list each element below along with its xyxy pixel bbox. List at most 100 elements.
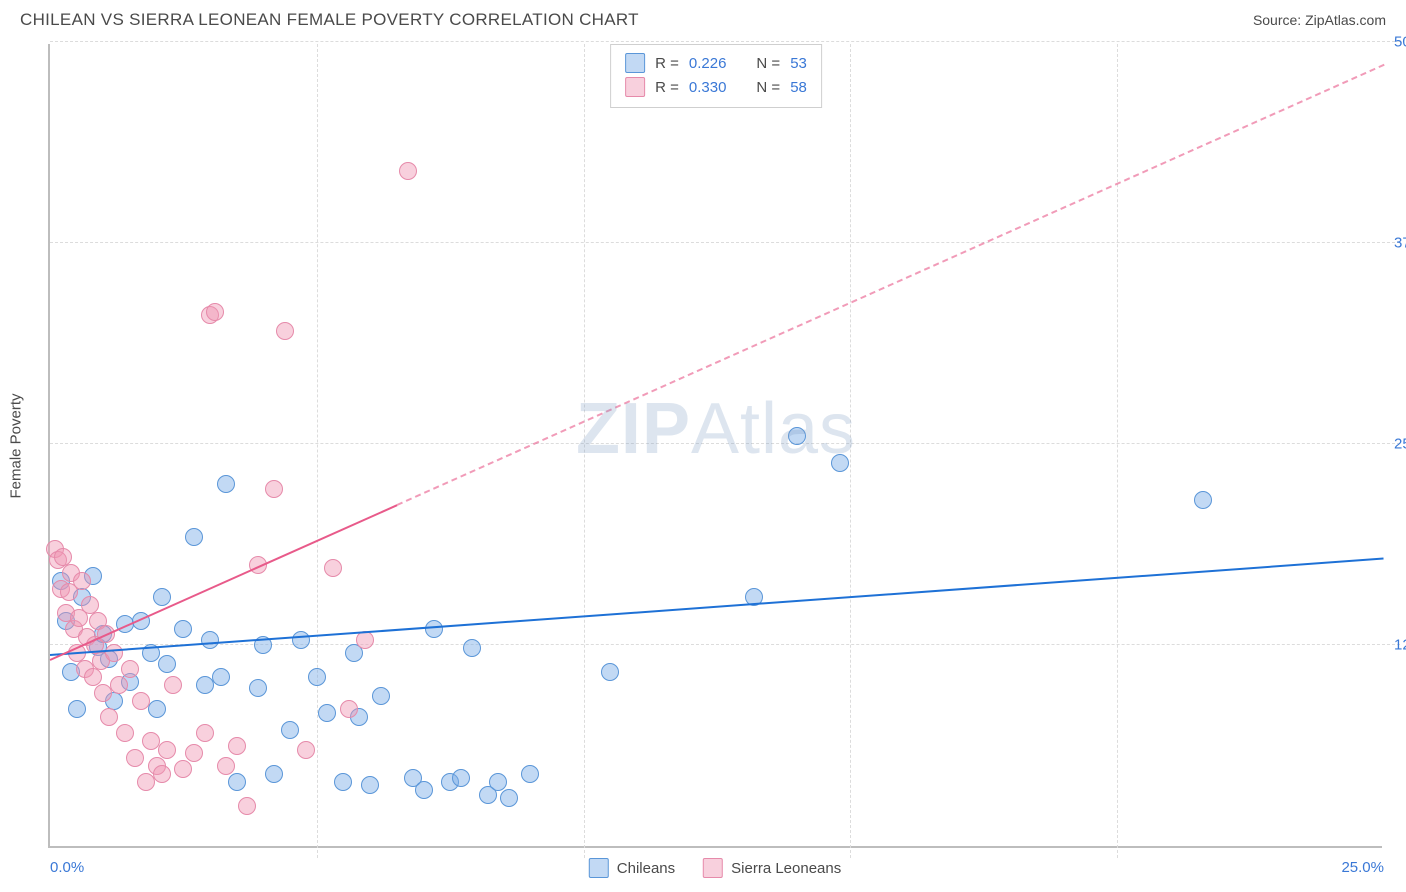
- legend-swatch: [589, 858, 609, 878]
- x-tick-label: 25.0%: [1341, 859, 1384, 876]
- stats-r-label: R =: [655, 79, 679, 96]
- chart-title: CHILEAN VS SIERRA LEONEAN FEMALE POVERTY…: [20, 10, 639, 30]
- stats-r-value: 0.330: [689, 79, 727, 96]
- y-tick-label: 50.0%: [1394, 34, 1406, 51]
- scatter-point: [372, 687, 390, 705]
- scatter-point: [73, 572, 91, 590]
- gridline-horizontal: [50, 644, 1400, 645]
- gridline-vertical: [317, 44, 318, 858]
- scatter-point: [201, 631, 219, 649]
- scatter-point: [238, 797, 256, 815]
- scatter-point: [308, 668, 326, 686]
- scatter-point: [265, 765, 283, 783]
- watermark-atlas: Atlas: [691, 389, 856, 469]
- y-tick-label: 25.0%: [1394, 436, 1406, 453]
- scatter-point: [164, 676, 182, 694]
- stats-swatch: [625, 77, 645, 97]
- trend-line: [50, 504, 398, 661]
- gridline-horizontal: [50, 443, 1400, 444]
- scatter-point: [399, 162, 417, 180]
- scatter-point: [1194, 491, 1212, 509]
- x-tick-label: 0.0%: [50, 859, 84, 876]
- scatter-point: [500, 789, 518, 807]
- scatter-point: [297, 741, 315, 759]
- legend-item: Sierra Leoneans: [703, 858, 841, 878]
- scatter-point: [425, 620, 443, 638]
- y-tick-label: 37.5%: [1394, 235, 1406, 252]
- scatter-point: [340, 700, 358, 718]
- stats-n-label: N =: [756, 79, 780, 96]
- trend-line: [50, 558, 1384, 656]
- stats-r-label: R =: [655, 55, 679, 72]
- scatter-point: [334, 773, 352, 791]
- scatter-point: [281, 721, 299, 739]
- scatter-point: [292, 631, 310, 649]
- scatter-point: [489, 773, 507, 791]
- scatter-point: [356, 631, 374, 649]
- scatter-point: [158, 741, 176, 759]
- stats-row: R = 0.330 N = 58: [625, 75, 807, 99]
- chart-source: Source: ZipAtlas.com: [1253, 12, 1386, 28]
- stats-n-value: 58: [790, 79, 807, 96]
- scatter-point: [276, 322, 294, 340]
- plot-area: ZIPAtlas R =0.226N =53R =0.330N =58 12.5…: [48, 44, 1382, 848]
- stats-row: R = 0.226 N = 53: [625, 51, 807, 75]
- scatter-point: [788, 427, 806, 445]
- scatter-point: [174, 620, 192, 638]
- scatter-point: [174, 760, 192, 778]
- trend-line-dashed: [396, 64, 1384, 506]
- scatter-point: [831, 454, 849, 472]
- gridline-horizontal: [50, 41, 1400, 42]
- stats-swatch: [625, 53, 645, 73]
- scatter-point: [212, 668, 230, 686]
- stats-r-value: 0.226: [689, 55, 727, 72]
- chart-area: Female Poverty ZIPAtlas R =0.226N =53R =…: [48, 44, 1382, 848]
- scatter-point: [105, 644, 123, 662]
- y-tick-label: 12.5%: [1394, 637, 1406, 654]
- scatter-point: [158, 655, 176, 673]
- scatter-point: [196, 724, 214, 742]
- gridline-horizontal: [50, 242, 1400, 243]
- scatter-point: [463, 639, 481, 657]
- scatter-point: [228, 737, 246, 755]
- scatter-point: [84, 668, 102, 686]
- scatter-point: [68, 700, 86, 718]
- legend-item: Chileans: [589, 858, 675, 878]
- scatter-point: [324, 559, 342, 577]
- watermark: ZIPAtlas: [576, 388, 856, 470]
- legend-label: Sierra Leoneans: [731, 860, 841, 877]
- gridline-vertical: [1117, 44, 1118, 858]
- scatter-point: [249, 679, 267, 697]
- scatter-point: [132, 692, 150, 710]
- scatter-point: [601, 663, 619, 681]
- scatter-point: [185, 744, 203, 762]
- scatter-point: [153, 588, 171, 606]
- scatter-point: [121, 660, 139, 678]
- scatter-point: [206, 303, 224, 321]
- scatter-point: [116, 724, 134, 742]
- chart-header: CHILEAN VS SIERRA LEONEAN FEMALE POVERTY…: [0, 0, 1406, 36]
- scatter-point: [153, 765, 171, 783]
- scatter-point: [110, 676, 128, 694]
- gridline-vertical: [850, 44, 851, 858]
- scatter-point: [452, 769, 470, 787]
- legend-label: Chileans: [617, 860, 675, 877]
- scatter-point: [228, 773, 246, 791]
- scatter-point: [100, 708, 118, 726]
- legend-swatch: [703, 858, 723, 878]
- legend: Chileans Sierra Leoneans: [589, 858, 841, 878]
- stats-n-value: 53: [790, 55, 807, 72]
- scatter-point: [217, 475, 235, 493]
- scatter-point: [126, 749, 144, 767]
- stats-n-label: N =: [756, 55, 780, 72]
- watermark-zip: ZIP: [576, 389, 691, 469]
- y-axis-label: Female Poverty: [8, 393, 25, 498]
- scatter-point: [361, 776, 379, 794]
- scatter-point: [265, 480, 283, 498]
- scatter-point: [415, 781, 433, 799]
- scatter-point: [148, 700, 166, 718]
- scatter-point: [521, 765, 539, 783]
- stats-box: R = 0.226 N = 53 R = 0.330 N = 58: [610, 44, 822, 108]
- scatter-point: [318, 704, 336, 722]
- scatter-point: [217, 757, 235, 775]
